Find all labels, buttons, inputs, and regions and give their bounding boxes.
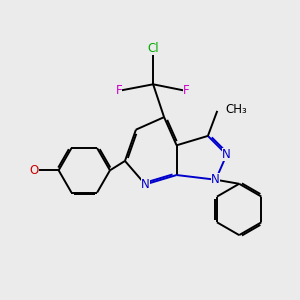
Text: N: N [211, 173, 220, 186]
Text: F: F [116, 84, 122, 97]
Text: F: F [183, 84, 189, 97]
Text: O: O [30, 164, 39, 177]
Text: N: N [141, 178, 150, 191]
Text: CH₃: CH₃ [225, 103, 247, 116]
Text: N: N [222, 148, 231, 161]
Text: Cl: Cl [147, 42, 159, 56]
